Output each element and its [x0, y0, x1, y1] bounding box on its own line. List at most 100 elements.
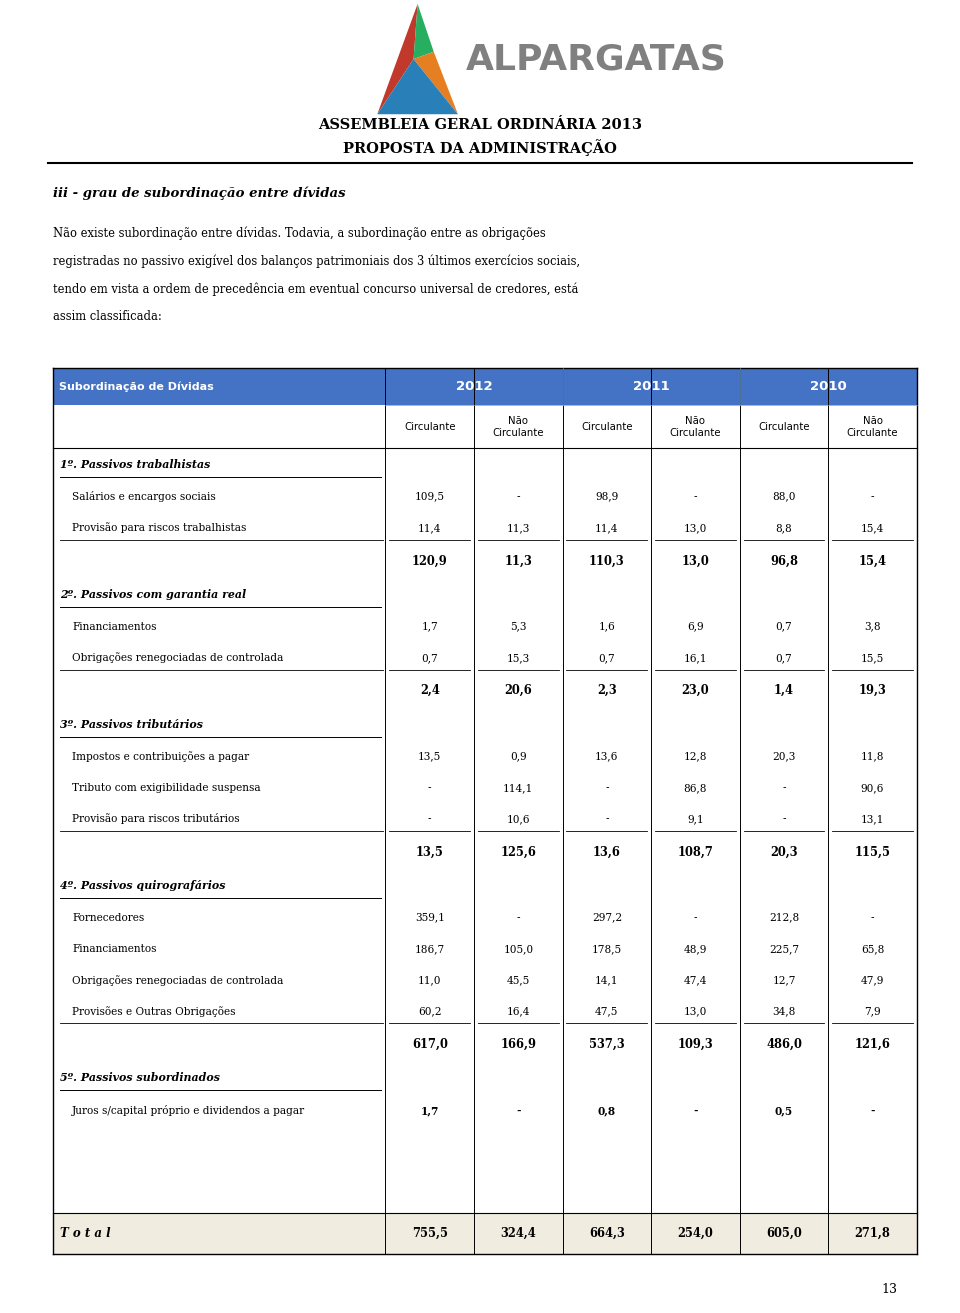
Text: tendo em vista a ordem de precedência em eventual concurso universal de credores: tendo em vista a ordem de precedência em…	[53, 282, 578, 295]
Text: Juros s/capital próprio e dividendos a pagar: Juros s/capital próprio e dividendos a p…	[72, 1106, 305, 1116]
Text: 15,4: 15,4	[858, 554, 886, 567]
Text: 2,3: 2,3	[597, 684, 616, 697]
Text: 15,4: 15,4	[861, 523, 884, 533]
Text: Provisão para riscos tributários: Provisão para riscos tributários	[72, 814, 240, 825]
Text: 13,0: 13,0	[682, 554, 709, 567]
Text: 755,5: 755,5	[412, 1226, 447, 1239]
Text: registradas no passivo exigível dos balanços patrimoniais dos 3 últimos exercíci: registradas no passivo exigível dos bala…	[53, 255, 580, 268]
Text: 5,3: 5,3	[510, 621, 526, 632]
Text: 13,5: 13,5	[416, 846, 444, 859]
Text: 86,8: 86,8	[684, 783, 708, 793]
Text: 15,3: 15,3	[507, 653, 530, 663]
Text: 271,8: 271,8	[854, 1226, 891, 1239]
Polygon shape	[414, 51, 458, 114]
Text: Não
Circulante: Não Circulante	[492, 416, 544, 437]
Text: -: -	[871, 913, 875, 923]
Text: 48,9: 48,9	[684, 944, 708, 955]
Text: 88,0: 88,0	[772, 491, 796, 502]
Text: 4º. Passivos quirografários: 4º. Passivos quirografários	[60, 880, 226, 892]
Text: 7,9: 7,9	[864, 1006, 881, 1016]
Text: 3º. Passivos tributários: 3º. Passivos tributários	[60, 720, 204, 730]
Text: 5º. Passivos subordinados: 5º. Passivos subordinados	[60, 1073, 221, 1083]
Text: 0,7: 0,7	[776, 653, 792, 663]
Text: 13,6: 13,6	[595, 751, 618, 762]
Text: 324,4: 324,4	[500, 1226, 536, 1239]
Text: 1,4: 1,4	[774, 684, 794, 697]
Text: 13,0: 13,0	[684, 1006, 708, 1016]
Text: 1,7: 1,7	[420, 1106, 439, 1116]
Text: 11,4: 11,4	[595, 523, 618, 533]
Text: 110,3: 110,3	[589, 554, 625, 567]
Text: 10,6: 10,6	[507, 814, 530, 825]
Text: 23,0: 23,0	[682, 684, 709, 697]
Text: 15,5: 15,5	[861, 653, 884, 663]
Text: 186,7: 186,7	[415, 944, 444, 955]
Text: 34,8: 34,8	[772, 1006, 796, 1016]
Text: 8,8: 8,8	[776, 523, 792, 533]
Text: 47,9: 47,9	[861, 976, 884, 985]
Text: 114,1: 114,1	[503, 783, 534, 793]
Text: 109,5: 109,5	[415, 491, 444, 502]
Text: 1,6: 1,6	[598, 621, 615, 632]
Text: -: -	[694, 913, 697, 923]
Text: 47,5: 47,5	[595, 1006, 618, 1016]
Text: 6,9: 6,9	[687, 621, 704, 632]
Text: Financiamentos: Financiamentos	[72, 621, 156, 632]
Text: 0,5: 0,5	[775, 1106, 793, 1116]
Text: 12,8: 12,8	[684, 751, 708, 762]
Text: -: -	[428, 783, 431, 793]
Text: 486,0: 486,0	[766, 1037, 802, 1050]
Text: 9,1: 9,1	[687, 814, 704, 825]
Text: 605,0: 605,0	[766, 1226, 802, 1239]
Text: 13: 13	[881, 1283, 898, 1296]
Text: 19,3: 19,3	[858, 684, 886, 697]
Text: 2012: 2012	[456, 379, 492, 393]
Text: 254,0: 254,0	[678, 1226, 713, 1239]
Text: 109,3: 109,3	[678, 1037, 713, 1050]
Text: 60,2: 60,2	[418, 1006, 442, 1016]
Text: 166,9: 166,9	[500, 1037, 537, 1050]
Text: Não existe subordinação entre dívidas. Todavia, a subordinação entre as obrigaçõ: Não existe subordinação entre dívidas. T…	[53, 227, 545, 240]
Text: 13,6: 13,6	[593, 846, 621, 859]
Text: 0,7: 0,7	[421, 653, 438, 663]
Text: 16,1: 16,1	[684, 653, 708, 663]
Text: Tributo com exigibilidade suspensa: Tributo com exigibilidade suspensa	[72, 783, 260, 793]
Polygon shape	[414, 4, 434, 59]
Text: 13,0: 13,0	[684, 523, 708, 533]
Text: 125,6: 125,6	[500, 846, 537, 859]
Text: ASSEMBLEIA GERAL ORDINÁRIA 2013: ASSEMBLEIA GERAL ORDINÁRIA 2013	[318, 118, 642, 131]
Text: Obrigações renegociadas de controlada: Obrigações renegociadas de controlada	[72, 653, 283, 663]
Text: 0,8: 0,8	[598, 1106, 616, 1116]
Text: -: -	[782, 783, 785, 793]
Polygon shape	[377, 4, 418, 114]
Text: PROPOSTA DA ADMINISTRAÇÃO: PROPOSTA DA ADMINISTRAÇÃO	[343, 139, 617, 155]
Text: 297,2: 297,2	[591, 913, 622, 923]
Text: 178,5: 178,5	[591, 944, 622, 955]
Text: 0,7: 0,7	[776, 621, 792, 632]
Text: 2010: 2010	[810, 379, 847, 393]
Text: 47,4: 47,4	[684, 976, 708, 985]
Text: 120,9: 120,9	[412, 554, 447, 567]
Text: 20,3: 20,3	[772, 751, 796, 762]
Text: Financiamentos: Financiamentos	[72, 944, 156, 955]
Text: 225,7: 225,7	[769, 944, 799, 955]
Text: 359,1: 359,1	[415, 913, 444, 923]
Text: 0,7: 0,7	[598, 653, 615, 663]
Text: 105,0: 105,0	[503, 944, 534, 955]
Text: Obrigações renegociadas de controlada: Obrigações renegociadas de controlada	[72, 974, 283, 986]
Text: -: -	[871, 491, 875, 502]
FancyBboxPatch shape	[53, 1213, 917, 1254]
Text: Subordinação de Dívidas: Subordinação de Dívidas	[59, 381, 213, 391]
FancyBboxPatch shape	[53, 368, 917, 406]
Text: ALPARGATAS: ALPARGATAS	[466, 42, 727, 76]
Text: 1,7: 1,7	[421, 621, 438, 632]
Text: -: -	[693, 1106, 698, 1116]
Text: 2º. Passivos com garantia real: 2º. Passivos com garantia real	[60, 590, 247, 600]
Text: 16,4: 16,4	[507, 1006, 530, 1016]
Text: 96,8: 96,8	[770, 554, 798, 567]
Text: 2011: 2011	[633, 379, 669, 393]
Text: -: -	[605, 814, 609, 825]
Text: 108,7: 108,7	[678, 846, 713, 859]
Text: 3,8: 3,8	[864, 621, 881, 632]
Text: 13,1: 13,1	[861, 814, 884, 825]
